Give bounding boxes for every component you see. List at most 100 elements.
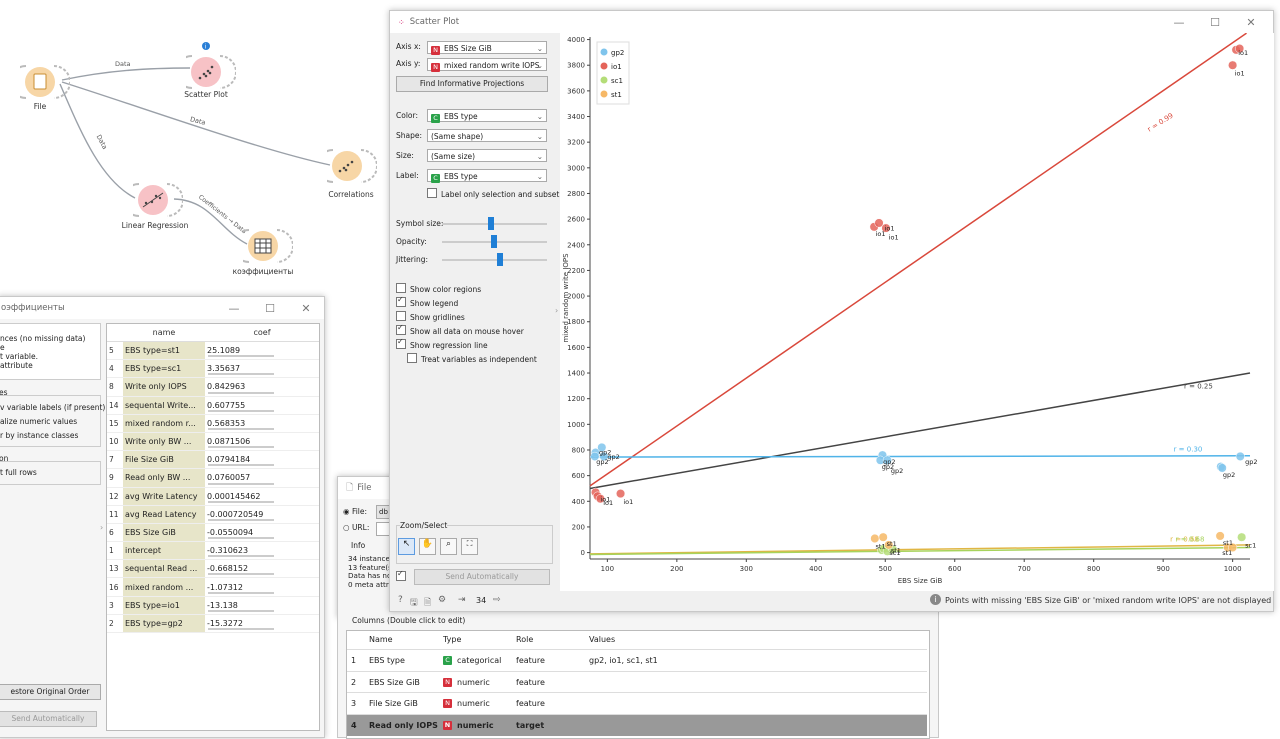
name-cell[interactable]: avg Write Latency: [123, 487, 205, 506]
coef-cell[interactable]: 0.000145462: [205, 487, 319, 506]
coef-cell[interactable]: 0.842963: [205, 377, 319, 397]
table-row[interactable]: 8 Write only IOPS 0.842963: [107, 377, 319, 397]
table-row[interactable]: 13 sequental Read ... -0.668152: [107, 559, 319, 579]
minimize-icon[interactable]: —: [1173, 15, 1185, 29]
treat-independent-checkbox[interactable]: Treat variables as independent: [407, 353, 537, 364]
name-cell[interactable]: avg Read Latency: [123, 505, 205, 524]
label-only-selection-checkbox[interactable]: Label only selection and subset: [427, 188, 559, 199]
column-header-role[interactable]: Role: [516, 635, 534, 644]
name-cell[interactable]: Read only BW ...: [123, 468, 205, 488]
name-cell[interactable]: EBS Size GiB: [123, 523, 205, 543]
role-cell[interactable]: feature: [516, 699, 545, 708]
select-full-rows-option[interactable]: t full rows: [0, 468, 37, 477]
send-automatically-button[interactable]: Send Automatically: [414, 569, 550, 585]
size-combo[interactable]: (Same size) ⌄: [427, 149, 547, 162]
zoom-magnifier-icon[interactable]: ⌕: [440, 538, 457, 555]
label-combo[interactable]: C EBS type ⌄: [427, 169, 547, 183]
report-icon[interactable]: 🗎: [424, 598, 432, 608]
name-cell[interactable]: EBS type: [369, 656, 405, 665]
file-source-radio[interactable]: ◉ File:: [343, 507, 368, 516]
reset-zoom-icon[interactable]: ⛶: [461, 538, 478, 555]
normalize-option[interactable]: alize numeric values: [0, 417, 78, 426]
name-cell[interactable]: File Size GiB: [369, 699, 418, 708]
axis-x-combo[interactable]: N EBS Size GiB ⌄: [427, 41, 547, 55]
correlations-node-icon[interactable]: [327, 146, 377, 186]
coef-cell[interactable]: 25.1089: [205, 341, 319, 361]
column-header-type[interactable]: Type: [443, 635, 462, 644]
table-row[interactable]: 16 mixed random ... -1.07312: [107, 577, 319, 597]
auto-send-checkbox[interactable]: [396, 569, 410, 582]
coefficients-table[interactable]: name coef 5 EBS type=st1 25.1089 4 EBS type=…: [106, 323, 320, 731]
values-cell[interactable]: gp2, io1, sc1, st1: [589, 656, 658, 665]
option-checkbox[interactable]: Show all data on mouse hover: [396, 323, 524, 336]
coef-cell[interactable]: 0.607755: [205, 396, 319, 415]
splitter-handle-icon[interactable]: ›: [555, 306, 559, 315]
role-cell[interactable]: target: [516, 720, 545, 730]
shape-combo[interactable]: (Same shape) ⌄: [427, 129, 547, 142]
name-cell[interactable]: EBS type=gp2: [123, 614, 205, 634]
checkbox-box[interactable]: [427, 188, 437, 198]
opacity-slider[interactable]: [442, 235, 547, 248]
splitter-handle-icon[interactable]: ›: [100, 523, 104, 532]
name-cell[interactable]: File Size GiB: [123, 450, 205, 470]
pan-hand-icon[interactable]: ✋: [419, 538, 436, 555]
maximize-icon[interactable]: ☐: [1210, 15, 1220, 29]
color-combo[interactable]: C EBS type ⌄: [427, 109, 547, 123]
table-row[interactable]: 2 EBS type=gp2 -15.3272: [107, 614, 319, 634]
column-header-name[interactable]: Name: [369, 635, 393, 644]
find-projections-button[interactable]: Find Informative Projections: [396, 76, 548, 92]
table-row[interactable]: 1 intercept -0.310623: [107, 541, 319, 561]
slider-handle[interactable]: [497, 253, 503, 266]
scatter-plot-area[interactable]: 0 200 400 600 800 1000 1200 1400 1600 1800 2000 220…: [560, 32, 1274, 591]
coef-cell[interactable]: 0.0760057: [205, 468, 319, 488]
checkbox-box[interactable]: [407, 353, 417, 363]
checkbox-box[interactable]: [396, 283, 406, 293]
checkbox-box[interactable]: [396, 295, 406, 307]
table-row[interactable]: 4 EBS type=sc1 3.35637: [107, 359, 319, 379]
maximize-icon[interactable]: ☐: [265, 301, 275, 315]
name-cell[interactable]: intercept: [123, 541, 205, 561]
symbol-size-slider[interactable]: [442, 217, 547, 230]
column-header-name[interactable]: name: [123, 324, 205, 342]
coef-cell[interactable]: -13.138: [205, 596, 319, 615]
restore-order-button[interactable]: estore Original Order: [0, 684, 101, 700]
name-cell[interactable]: Write only BW ...: [123, 432, 205, 452]
table-row[interactable]: 7 File Size GiB 0.0794184: [107, 450, 319, 470]
table-row[interactable]: 15 mixed random r... 0.568353: [107, 414, 319, 433]
scatter-plot-svg[interactable]: 0 200 400 600 800 1000 1200 1400 1600 1800 2000 220…: [560, 32, 1274, 591]
name-cell[interactable]: EBS Size GiB: [369, 677, 420, 687]
name-cell[interactable]: Read only IOPS: [369, 720, 438, 730]
type-cell[interactable]: numeric: [457, 699, 490, 708]
table-row[interactable]: 5 EBS type=st1 25.1089: [107, 341, 319, 361]
close-icon[interactable]: ✕: [1246, 15, 1256, 29]
color-by-class-option[interactable]: r by instance classes: [0, 431, 79, 440]
table-row[interactable]: 3 EBS type=io1 -13.138: [107, 596, 319, 615]
table-row[interactable]: 10 Write only BW ... 0.0871506: [107, 432, 319, 452]
minimize-icon[interactable]: —: [228, 301, 240, 315]
type-cell[interactable]: categorical: [457, 656, 502, 665]
table-row[interactable]: 11 avg Read Latency -0.000720549: [107, 505, 319, 524]
save-icon[interactable]: 🖫: [410, 598, 418, 608]
table-row[interactable]: 9 Read only BW ... 0.0760057: [107, 468, 319, 488]
name-cell[interactable]: EBS type=io1: [123, 596, 205, 615]
help-icon[interactable]: ?: [398, 595, 403, 605]
coef-cell[interactable]: 0.568353: [205, 414, 319, 433]
url-source-radio[interactable]: ○ URL:: [343, 523, 370, 532]
option-checkbox[interactable]: Show legend: [396, 295, 458, 308]
name-cell[interactable]: sequental Write...: [123, 396, 205, 415]
coef-cell[interactable]: -1.07312: [205, 577, 319, 597]
coef-cell[interactable]: -0.000720549: [205, 505, 319, 524]
column-header-coef[interactable]: coef: [205, 324, 319, 342]
close-icon[interactable]: ✕: [301, 301, 311, 315]
type-cell[interactable]: numeric: [457, 720, 494, 730]
table-row[interactable]: 12 avg Write Latency 0.000145462: [107, 487, 319, 506]
show-labels-option[interactable]: v variable labels (if present): [0, 403, 106, 412]
option-checkbox[interactable]: Show regression line: [396, 337, 488, 350]
checkbox-box[interactable]: [396, 323, 406, 335]
